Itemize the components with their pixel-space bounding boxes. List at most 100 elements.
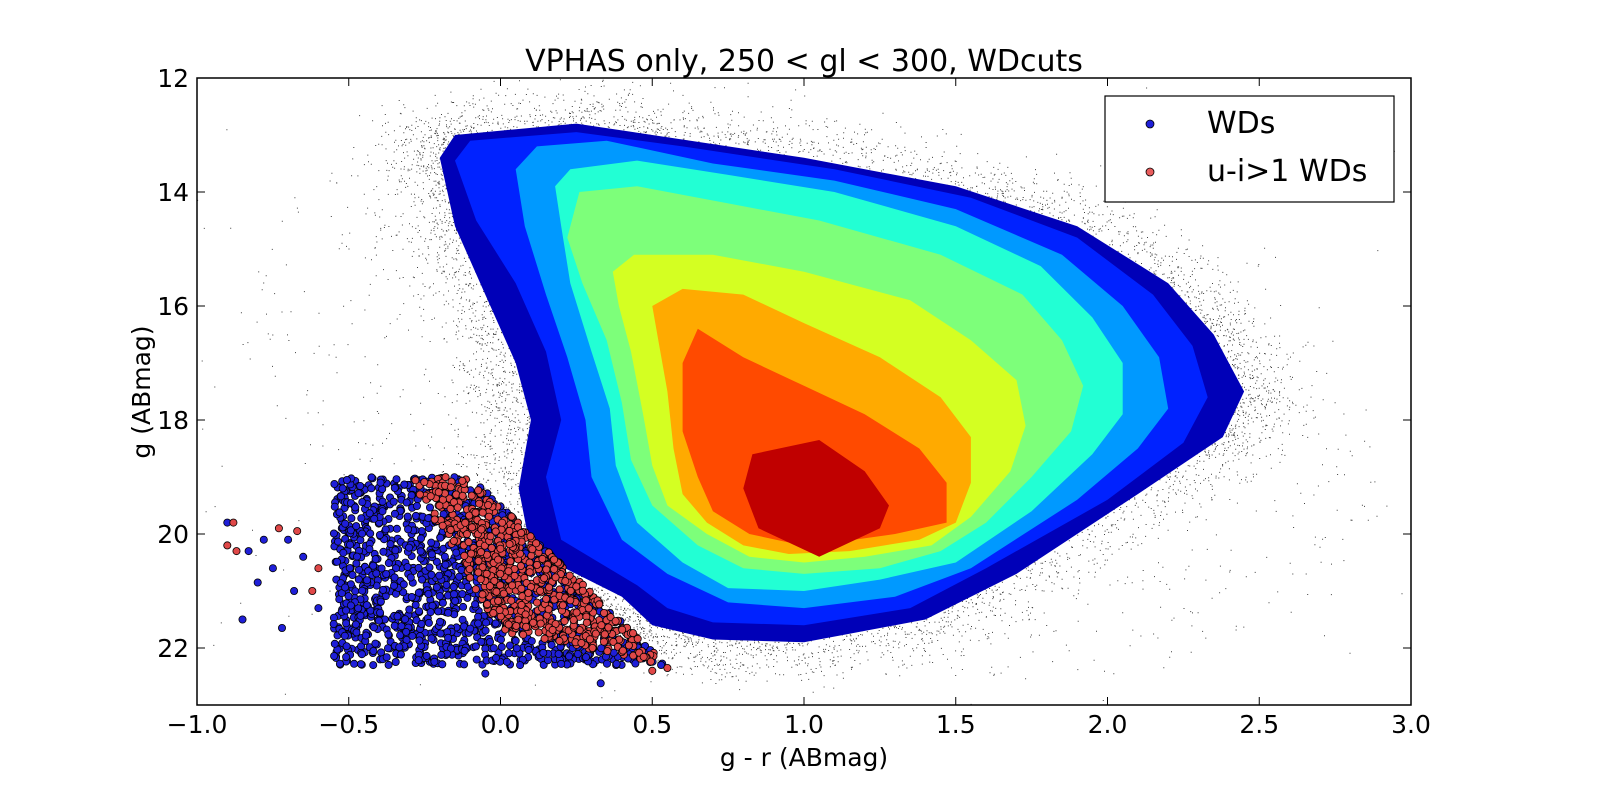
data-point <box>339 548 348 557</box>
data-point <box>578 586 587 595</box>
data-point <box>395 643 404 652</box>
data-point <box>542 594 551 603</box>
data-point <box>512 644 521 653</box>
data-point <box>390 483 399 492</box>
data-point <box>544 605 553 614</box>
data-point <box>367 473 376 482</box>
data-point <box>475 499 484 508</box>
legend-marker-wds <box>1145 119 1155 129</box>
x-tick-label: −0.5 <box>318 710 379 739</box>
data-point <box>335 508 344 517</box>
data-point <box>633 634 642 643</box>
data-point <box>356 611 365 620</box>
data-point <box>506 557 515 566</box>
data-point <box>299 552 308 561</box>
data-point <box>344 592 353 601</box>
data-point <box>384 559 393 568</box>
data-point <box>582 618 591 627</box>
data-point <box>508 581 517 590</box>
data-point <box>379 585 388 594</box>
contour-level-9 <box>743 440 889 557</box>
x-tick-label: 0.5 <box>632 710 672 739</box>
data-point <box>554 650 563 659</box>
data-point <box>366 529 375 538</box>
data-point <box>351 503 360 512</box>
data-point <box>527 637 536 646</box>
data-point <box>378 507 387 516</box>
data-point <box>333 537 342 546</box>
data-point <box>612 660 621 669</box>
data-point <box>457 565 466 574</box>
data-point <box>372 569 381 578</box>
data-point <box>422 651 431 660</box>
data-point <box>572 582 581 591</box>
data-point <box>474 557 483 566</box>
data-point <box>402 498 411 507</box>
data-point <box>600 609 609 618</box>
data-point <box>471 508 480 517</box>
data-point <box>471 585 480 594</box>
data-point <box>536 619 545 628</box>
data-point <box>268 564 277 573</box>
data-point <box>425 563 434 572</box>
data-point <box>438 521 447 530</box>
data-point <box>542 565 551 574</box>
data-point <box>481 669 490 678</box>
data-point <box>496 569 505 578</box>
data-point <box>533 598 542 607</box>
data-point <box>446 504 455 513</box>
data-point <box>476 548 485 557</box>
data-point <box>253 578 262 587</box>
data-point <box>600 630 609 639</box>
data-point <box>452 548 461 557</box>
data-point <box>352 522 361 531</box>
data-point <box>458 476 467 485</box>
data-point <box>369 661 378 670</box>
plot-area <box>197 78 1411 705</box>
data-point <box>342 619 351 628</box>
data-point <box>370 514 379 523</box>
data-point <box>434 607 443 616</box>
data-point <box>350 659 359 668</box>
x-tick-label: 0.0 <box>481 710 521 739</box>
data-point <box>566 596 575 605</box>
data-point <box>657 661 666 670</box>
data-point <box>510 571 519 580</box>
y-tick-label: 14 <box>157 178 189 207</box>
data-point <box>519 630 528 639</box>
data-point <box>406 573 415 582</box>
data-point <box>499 589 508 598</box>
data-point <box>393 612 402 621</box>
data-point <box>369 561 378 570</box>
data-point <box>489 609 498 618</box>
data-point <box>646 657 655 666</box>
data-point <box>474 568 483 577</box>
data-point <box>346 601 355 610</box>
data-point <box>371 555 380 564</box>
data-point <box>498 518 507 527</box>
data-point <box>585 635 594 644</box>
data-point <box>435 592 444 601</box>
data-point <box>573 650 582 659</box>
data-point <box>458 615 467 624</box>
data-point <box>449 583 458 592</box>
legend: WDs u-i>1 WDs <box>1104 95 1395 203</box>
data-point <box>314 604 323 613</box>
data-point <box>424 514 433 523</box>
data-point <box>496 544 505 553</box>
data-point <box>374 616 383 625</box>
data-point <box>474 612 483 621</box>
data-point <box>357 514 366 523</box>
data-point <box>444 608 453 617</box>
data-point <box>481 618 490 627</box>
data-point <box>293 527 302 536</box>
data-point <box>390 509 399 518</box>
data-point <box>471 600 480 609</box>
data-point <box>352 552 361 561</box>
data-point <box>435 501 444 510</box>
data-point <box>381 525 390 534</box>
data-point <box>458 590 467 599</box>
data-point <box>376 478 385 487</box>
data-point <box>415 490 424 499</box>
